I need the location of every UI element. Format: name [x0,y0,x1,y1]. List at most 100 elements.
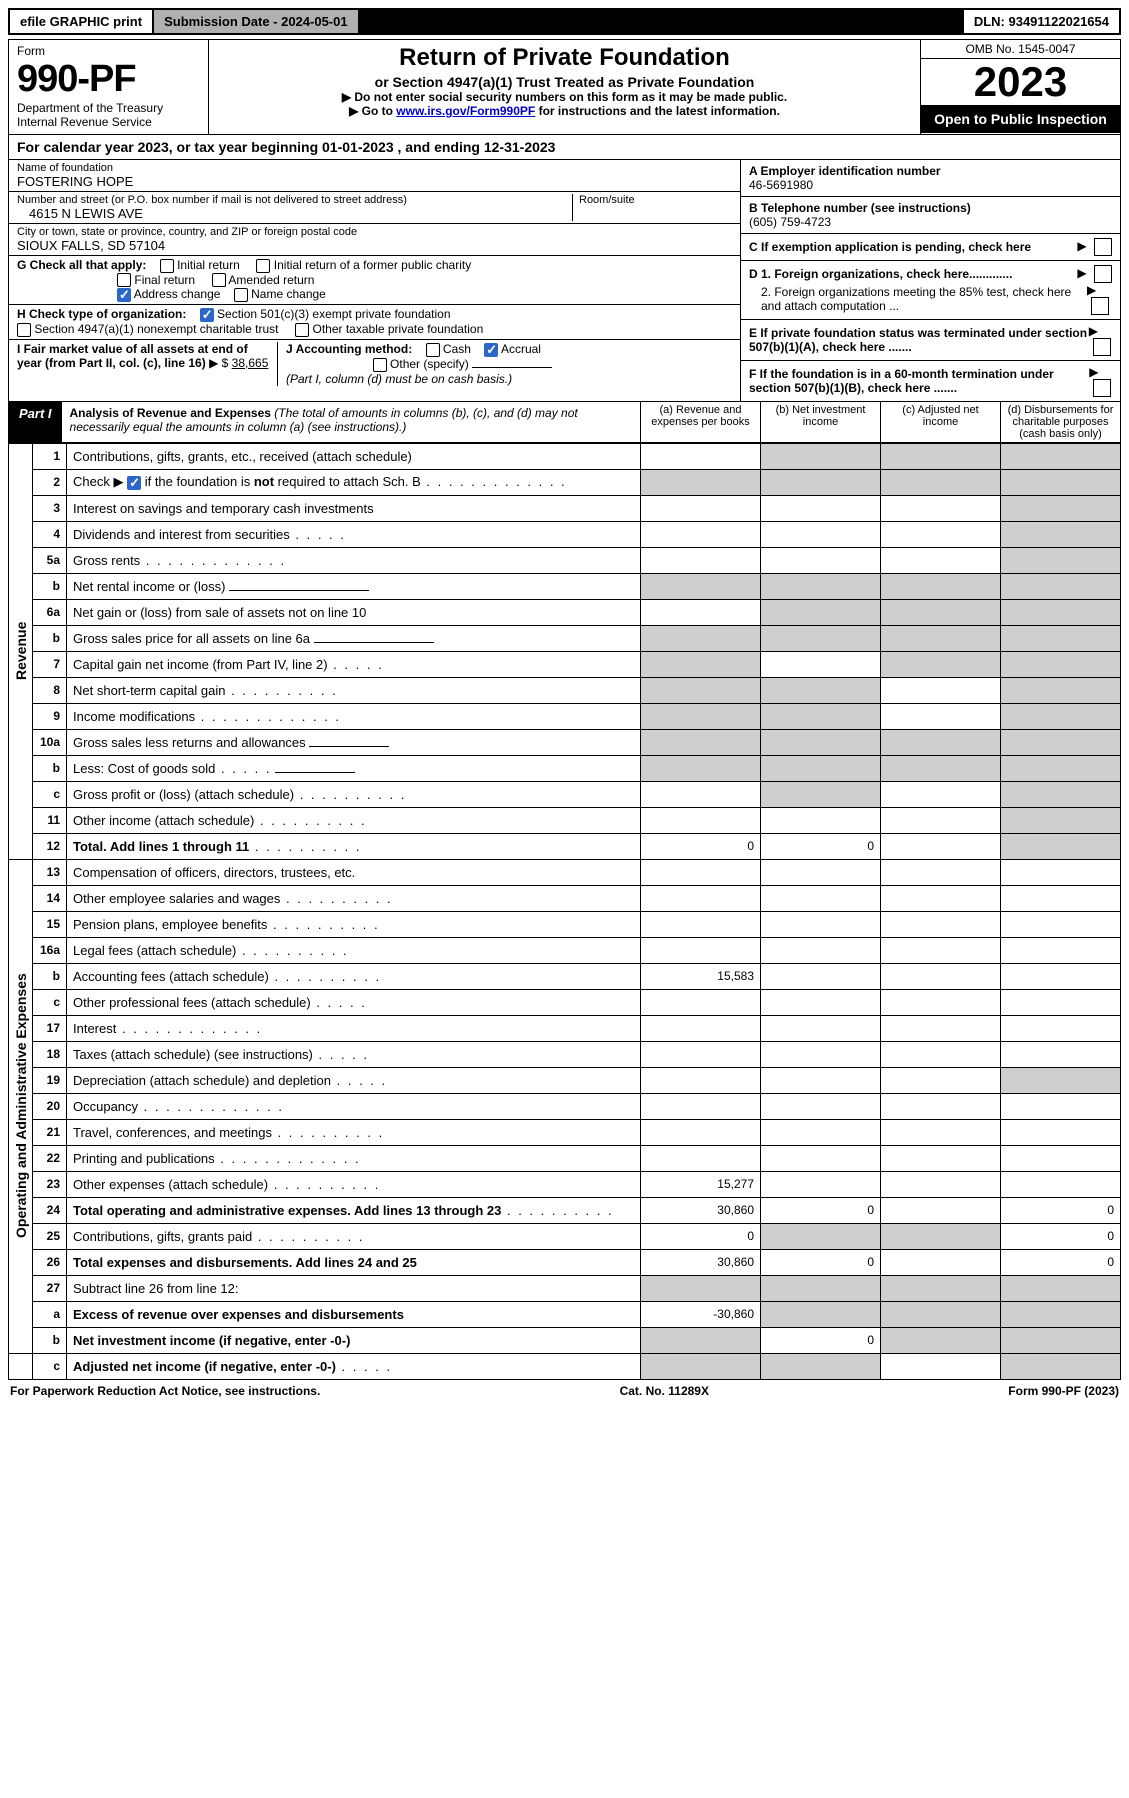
room-label: Room/suite [579,194,732,206]
j-accrual: Accrual [501,342,541,356]
line-10b: bLess: Cost of goods sold [9,755,1121,781]
l14-desc: Other employee salaries and wages [73,891,280,906]
sec-b: B Telephone number (see instructions) (6… [741,197,1120,234]
l27b-desc: Net investment income (if negative, ente… [73,1333,350,1348]
line-22: 22Printing and publications [9,1145,1121,1171]
d2-label: 2. Foreign organizations meeting the 85%… [761,285,1087,313]
form-header: Form 990-PF Department of the Treasury I… [8,39,1121,135]
l10a-desc: Gross sales less returns and allowances [73,735,306,750]
j-other: Other (specify) [390,357,469,371]
line-14: 14Other employee salaries and wages [9,885,1121,911]
j-note: (Part I, column (d) must be on cash basi… [286,372,512,386]
line-12: 12Total. Add lines 1 through 1100 [9,833,1121,859]
top-bar: efile GRAPHIC print Submission Date - 20… [8,8,1121,35]
cb-cash[interactable] [426,343,440,357]
goto-post: for instructions and the latest informat… [535,104,780,118]
goto-link[interactable]: www.irs.gov/Form990PF [396,104,535,118]
part1-grid: Revenue 1Contributions, gifts, grants, e… [8,443,1121,1380]
open-public: Open to Public Inspection [921,105,1120,133]
i-amt-pre: ▶ $ [209,356,228,370]
line-9: 9Income modifications [9,703,1121,729]
line-10a: 10aGross sales less returns and allowanc… [9,729,1121,755]
l27c-desc: Adjusted net income (if negative, enter … [73,1359,336,1374]
foundation-name: FOSTERING HOPE [17,174,732,189]
cb-name-change[interactable] [234,288,248,302]
part1-label: Part I [9,402,62,442]
cb-501c3[interactable] [200,308,214,322]
i-j-row: I Fair market value of all assets at end… [9,340,740,388]
l5a-desc: Gross rents [73,553,140,568]
box-e[interactable] [1093,338,1111,356]
g-label: G Check all that apply: [17,258,146,272]
part1-title-b: Analysis of Revenue and Expenses [70,406,271,420]
l26-a: 30,860 [641,1249,761,1275]
col-c: (c) Adjusted net income [880,402,1000,442]
cb-initial-former[interactable] [256,259,270,273]
e-label: E If private foundation status was termi… [749,326,1089,354]
part1-header: Part I Analysis of Revenue and Expenses … [8,402,1121,443]
info-right: A Employer identification number 46-5691… [740,160,1120,401]
a-label: A Employer identification number [749,164,941,178]
sec-f: F If the foundation is in a 60-month ter… [741,361,1120,401]
l16b-a: 15,583 [641,963,761,989]
cb-schb[interactable] [127,476,141,490]
h-label: H Check type of organization: [17,307,186,321]
b-label: B Telephone number (see instructions) [749,201,971,215]
cb-other-tax[interactable] [295,323,309,337]
l25-desc: Contributions, gifts, grants paid [73,1229,252,1244]
l12-a: 0 [641,833,761,859]
sec-a: A Employer identification number 46-5691… [741,160,1120,197]
d1-label: D 1. Foreign organizations, check here..… [749,267,1012,281]
box-c[interactable] [1094,238,1112,256]
cb-accrual[interactable] [484,343,498,357]
l26-desc: Total expenses and disbursements. Add li… [73,1255,417,1270]
addr-row: Number and street (or P.O. box number if… [9,192,740,224]
f-label: F If the foundation is in a 60-month ter… [749,367,1089,395]
line-5a: 5aGross rents [9,547,1121,573]
cb-final[interactable] [117,273,131,287]
box-d2[interactable] [1091,297,1109,315]
city-val: SIOUX FALLS, SD 57104 [17,238,732,253]
l26-b: 0 [761,1249,881,1275]
line-15: 15Pension plans, employee benefits [9,911,1121,937]
l18-desc: Taxes (attach schedule) (see instruction… [73,1047,313,1062]
sec-c: C If exemption application is pending, c… [741,234,1120,261]
subdate-label: Submission Date - 2024-05-01 [154,10,358,33]
cb-4947[interactable] [17,323,31,337]
box-f[interactable] [1093,379,1111,397]
g-o4: Amended return [228,273,314,287]
l27-desc: Subtract line 26 from line 12: [67,1275,641,1301]
header-right: OMB No. 1545-0047 2023 Open to Public In… [920,40,1120,134]
line-27c: cAdjusted net income (if negative, enter… [9,1353,1121,1379]
g-o2: Initial return of a former public charit… [274,258,471,272]
l27a-a: -30,860 [641,1301,761,1327]
l6a-desc: Net gain or (loss) from sale of assets n… [67,599,641,625]
l6b-desc: Gross sales price for all assets on line… [73,631,310,646]
cb-address-change[interactable] [117,288,131,302]
g-o1: Initial return [177,258,240,272]
box-d1[interactable] [1094,265,1112,283]
col-a: (a) Revenue and expenses per books [640,402,760,442]
l22-desc: Printing and publications [73,1151,215,1166]
cb-other-acc[interactable] [373,358,387,372]
warn-text: ▶ Do not enter social security numbers o… [217,90,912,104]
form-number: 990-PF [17,58,200,101]
cb-amended[interactable] [212,273,226,287]
tax-year: 2023 [921,59,1120,105]
l2-post: if the foundation is not required to att… [141,474,421,489]
footer-mid: Cat. No. 11289X [620,1384,709,1398]
l13-desc: Compensation of officers, directors, tru… [67,859,641,885]
l5b-desc: Net rental income or (loss) [73,579,225,594]
line-16c: cOther professional fees (attach schedul… [9,989,1121,1015]
l10b-desc: Less: Cost of goods sold [73,761,215,776]
cb-initial[interactable] [160,259,174,273]
l27b-b: 0 [761,1327,881,1353]
header-left: Form 990-PF Department of the Treasury I… [9,40,209,134]
sec-d: D 1. Foreign organizations, check here..… [741,261,1120,320]
line-7: 7Capital gain net income (from Part IV, … [9,651,1121,677]
info-block: Name of foundation FOSTERING HOPE Number… [8,160,1121,402]
l19-desc: Depreciation (attach schedule) and deple… [73,1073,331,1088]
col-d: (d) Disbursements for charitable purpose… [1000,402,1120,442]
l21-desc: Travel, conferences, and meetings [73,1125,272,1140]
dept-label: Department of the Treasury [17,101,200,115]
